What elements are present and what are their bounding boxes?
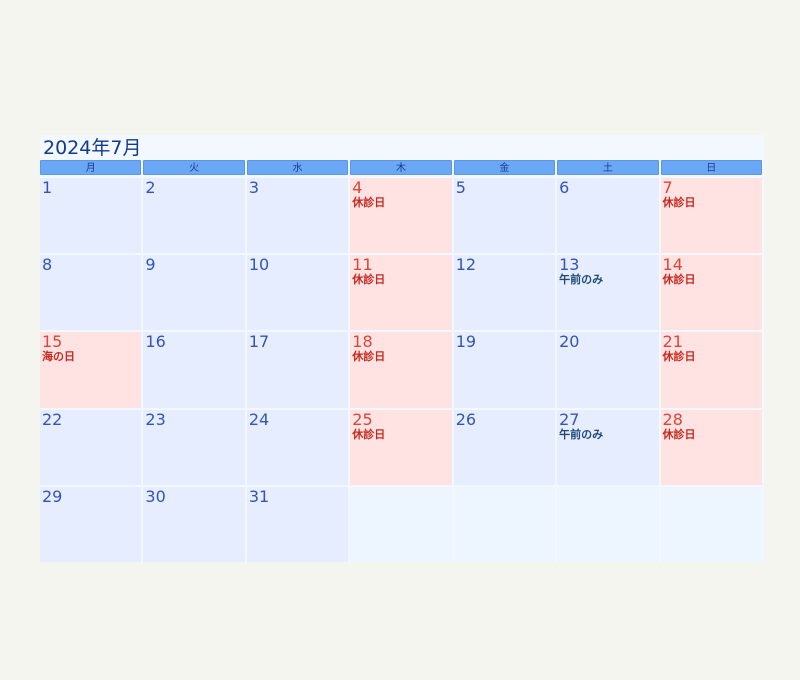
day-number: 25 xyxy=(352,409,373,429)
day-cell: 31 xyxy=(246,486,349,562)
day-cell: 14 休診日 xyxy=(660,255,762,331)
day-number: 16 xyxy=(145,332,166,352)
closed-note: 休診日 xyxy=(352,350,386,364)
empty-cell xyxy=(557,486,659,562)
closed-note: 休診日 xyxy=(352,273,386,287)
morning-only-note: 午前のみ xyxy=(559,273,604,287)
weekday-mon: 月 xyxy=(40,160,142,175)
day-cell: 7 休診日 xyxy=(660,178,762,254)
calendar: 2024年7月 月 火 水 木 金 土 日 1 2 3 4 休診日 5 6 7 休診日 8 9 10 1… xyxy=(40,135,764,562)
closed-note: 休診日 xyxy=(352,427,386,441)
day-cell: 17 xyxy=(246,332,349,408)
day-cell: 25 休診日 xyxy=(350,409,452,485)
weekday-header: 月 火 水 木 金 土 日 xyxy=(40,160,762,175)
day-cell: 18 休診日 xyxy=(350,332,452,408)
day-number: 6 xyxy=(559,178,570,197)
closed-note: 休診日 xyxy=(662,427,696,441)
day-cell: 30 xyxy=(143,486,245,562)
day-cell: 21 休診日 xyxy=(660,332,762,408)
day-number: 15 xyxy=(42,332,63,352)
day-cell: 26 xyxy=(453,409,556,485)
weekday-tue: 火 xyxy=(143,160,245,175)
day-number: 19 xyxy=(455,332,477,352)
day-cell: 5 xyxy=(453,178,556,254)
day-number: 4 xyxy=(352,178,363,197)
day-cell: 24 xyxy=(246,409,349,485)
day-number: 14 xyxy=(662,255,683,275)
day-number: 7 xyxy=(662,178,673,197)
day-cell: 11 休診日 xyxy=(350,255,452,331)
day-cell: 8 xyxy=(40,255,142,331)
calendar-title: 2024年7月 xyxy=(43,137,142,159)
closed-note: 休診日 xyxy=(352,196,386,209)
day-number: 10 xyxy=(248,255,270,275)
weekday-sun: 日 xyxy=(660,160,762,175)
day-cell: 6 xyxy=(557,178,659,254)
day-cell: 29 xyxy=(40,486,142,562)
day-number: 5 xyxy=(455,178,466,197)
day-cell: 10 xyxy=(246,255,349,331)
day-cell: 19 xyxy=(453,332,556,408)
day-number: 21 xyxy=(662,332,683,352)
day-cell: 23 xyxy=(143,409,245,485)
day-cell: 22 xyxy=(40,409,142,485)
day-number: 2 xyxy=(145,178,156,197)
day-number: 12 xyxy=(455,255,477,275)
day-cell: 20 xyxy=(557,332,659,408)
day-cell: 1 xyxy=(40,178,142,254)
day-cell: 28 休診日 xyxy=(660,409,762,485)
weekday-sat: 土 xyxy=(557,160,659,175)
empty-cell xyxy=(453,486,556,562)
day-number: 17 xyxy=(248,332,270,352)
day-number: 18 xyxy=(352,332,373,352)
day-cell: 15 海の日 xyxy=(40,332,142,408)
day-number: 20 xyxy=(559,332,580,352)
day-cell: 27 午前のみ xyxy=(557,409,659,485)
weekday-fri: 金 xyxy=(453,160,556,175)
day-number: 23 xyxy=(145,409,166,429)
closed-note: 休診日 xyxy=(662,273,696,287)
day-cell: 12 xyxy=(453,255,556,331)
day-number: 24 xyxy=(248,409,270,429)
day-grid: 1 2 3 4 休診日 5 6 7 休診日 8 9 10 11 休診日 12 13 午前のみ 14 休診日 15 海の日… xyxy=(40,178,762,562)
day-number: 28 xyxy=(662,409,683,429)
day-number: 8 xyxy=(42,255,53,275)
day-number: 22 xyxy=(42,409,63,429)
day-number: 31 xyxy=(248,486,270,506)
day-number: 13 xyxy=(559,255,580,275)
day-cell: 4 休診日 xyxy=(350,178,452,254)
morning-only-note: 午前のみ xyxy=(559,427,604,441)
day-number: 1 xyxy=(42,178,53,197)
weekday-thu: 木 xyxy=(350,160,452,175)
day-number: 27 xyxy=(559,409,580,429)
day-cell: 9 xyxy=(143,255,245,331)
empty-cell xyxy=(350,486,452,562)
closed-note: 休診日 xyxy=(662,350,696,364)
closed-note: 海の日 xyxy=(42,350,75,364)
day-number: 30 xyxy=(145,486,166,506)
day-number: 11 xyxy=(352,255,373,275)
day-number: 29 xyxy=(42,486,63,506)
weekday-wed: 水 xyxy=(246,160,349,175)
day-cell: 13 午前のみ xyxy=(557,255,659,331)
day-cell: 2 xyxy=(143,178,245,254)
day-number: 26 xyxy=(455,409,477,429)
empty-cell xyxy=(660,486,762,562)
day-number: 9 xyxy=(145,255,156,275)
day-cell: 3 xyxy=(246,178,349,254)
day-cell: 16 xyxy=(143,332,245,408)
day-number: 3 xyxy=(248,178,260,197)
closed-note: 休診日 xyxy=(662,196,696,209)
